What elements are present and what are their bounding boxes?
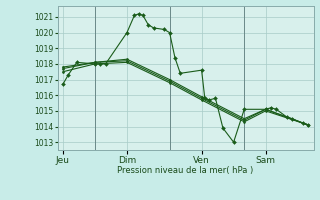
X-axis label: Pression niveau de la mer( hPa ): Pression niveau de la mer( hPa )	[117, 166, 254, 175]
